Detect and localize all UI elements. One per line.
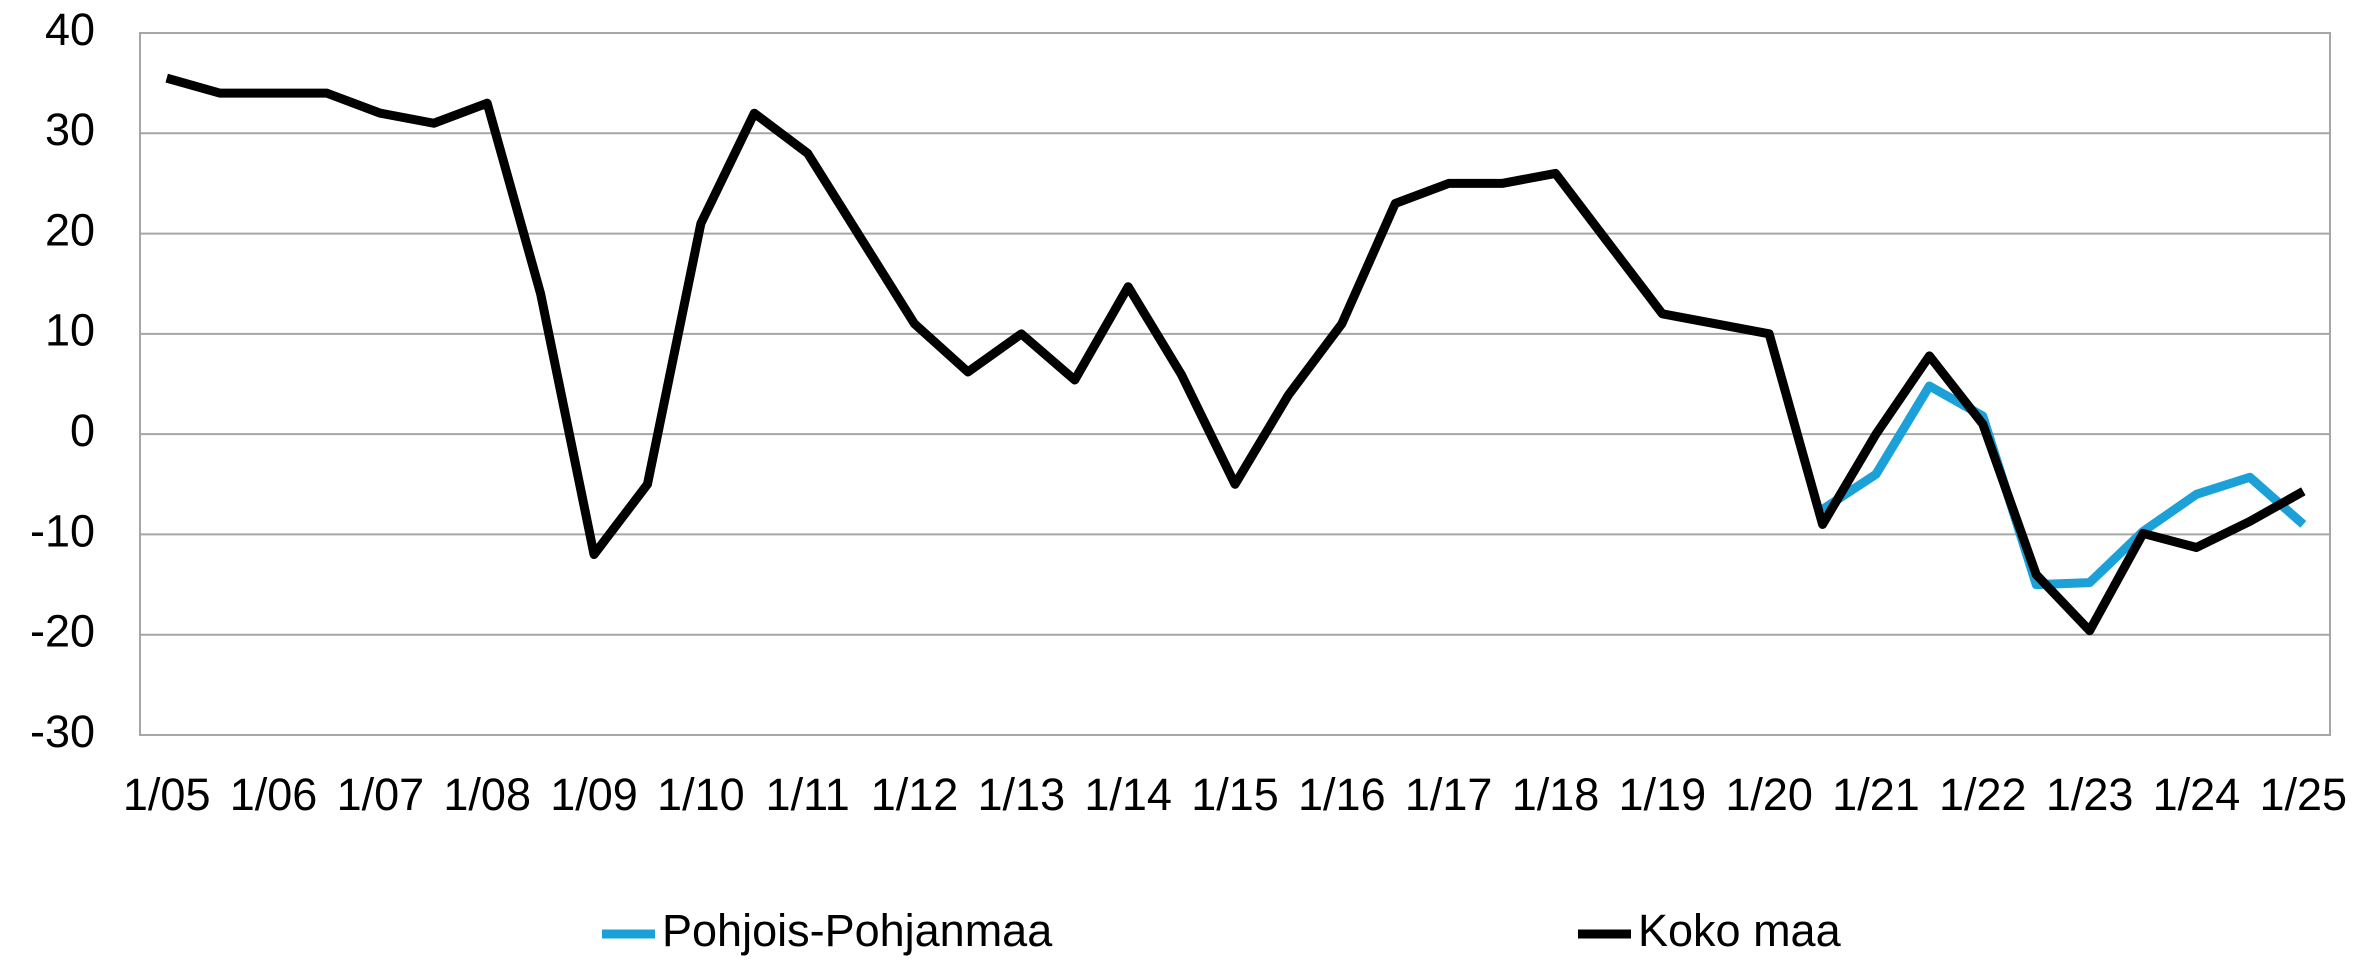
y-tick-label: -10 bbox=[30, 505, 95, 556]
y-tick-label: 40 bbox=[45, 4, 95, 55]
x-tick-label: 1/12 bbox=[871, 769, 959, 820]
x-tick-label: 1/09 bbox=[550, 769, 638, 820]
x-tick-label: 1/24 bbox=[2153, 769, 2241, 820]
y-tick-label: 10 bbox=[45, 305, 95, 356]
series-line bbox=[1820, 381, 2307, 590]
x-tick-label: 1/18 bbox=[1512, 769, 1600, 820]
x-tick-label: 1/07 bbox=[337, 769, 425, 820]
y-tick-label: 0 bbox=[70, 405, 95, 456]
x-tick-label: 1/15 bbox=[1191, 769, 1279, 820]
y-tick-label: 20 bbox=[45, 204, 95, 255]
x-tick-label: 1/19 bbox=[1619, 769, 1707, 820]
legend-label: Koko maa bbox=[1638, 905, 1842, 956]
x-tick-label: 1/20 bbox=[1725, 769, 1813, 820]
x-tick-label: 1/10 bbox=[657, 769, 745, 820]
x-tick-label: 1/14 bbox=[1084, 769, 1172, 820]
y-tick-label: 30 bbox=[45, 104, 95, 155]
plot-border bbox=[139, 32, 2331, 736]
x-tick-label: 1/11 bbox=[766, 769, 850, 820]
legend-label: Pohjois-Pohjanmaa bbox=[662, 905, 1053, 956]
x-tick-label: 1/05 bbox=[123, 769, 211, 820]
x-tick-label: 1/23 bbox=[2046, 769, 2134, 820]
y-tick-label: -20 bbox=[30, 606, 95, 657]
x-tick-label: 1/06 bbox=[230, 769, 318, 820]
x-tick-label: 1/21 bbox=[1832, 769, 1920, 820]
x-tick-label: 1/22 bbox=[1939, 769, 2027, 820]
y-tick-label: -30 bbox=[30, 706, 95, 757]
x-tick-label: 1/25 bbox=[2259, 769, 2347, 820]
x-tick-label: 1/17 bbox=[1405, 769, 1493, 820]
x-tick-label: 1/08 bbox=[443, 769, 531, 820]
x-tick-label: 1/13 bbox=[978, 769, 1066, 820]
series-line bbox=[165, 73, 2306, 636]
x-tick-label: 1/16 bbox=[1298, 769, 1386, 820]
